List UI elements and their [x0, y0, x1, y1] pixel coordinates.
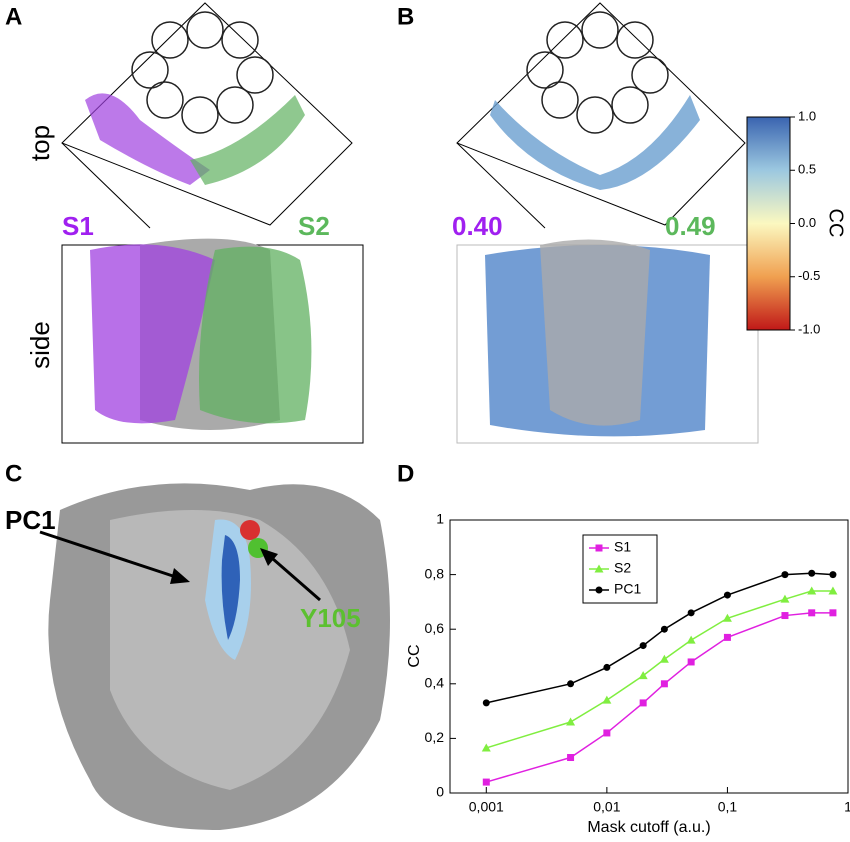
- marker: [660, 680, 668, 688]
- marker: [686, 635, 696, 644]
- frame-line: [456, 142, 546, 229]
- colorbar-tick-label: -0.5: [798, 268, 820, 283]
- s1-label: S1: [62, 211, 94, 241]
- marker: [722, 613, 732, 622]
- panel-d: D 0 0,2 0,4 0,6 0,8 1 0,001 0,01 0,1 1 Mask cutoff…: [397, 460, 850, 836]
- x-tick-label: 1: [844, 799, 850, 815]
- colorbar-title: CC: [825, 209, 847, 238]
- marker: [603, 663, 611, 671]
- arrowhead: [170, 568, 190, 584]
- line: [486, 612, 833, 783]
- y-tick-label: 1: [436, 511, 444, 527]
- residue-label: Y105: [300, 603, 361, 633]
- x-tick-label: 0,001: [469, 799, 504, 815]
- line: [486, 572, 833, 704]
- panel-label: C: [5, 460, 22, 487]
- line: [486, 590, 833, 749]
- marker: [660, 625, 668, 633]
- marker: [639, 642, 647, 650]
- s1-side: [90, 244, 215, 424]
- view-label: side: [25, 321, 55, 369]
- marker: [482, 778, 490, 786]
- panel-c: C PC1 Y105: [5, 460, 390, 830]
- legend-label: PC1: [614, 581, 641, 597]
- colorbar: [746, 116, 791, 331]
- colorbar-tick-label: -1.0: [798, 321, 820, 336]
- helices: [131, 11, 274, 134]
- marker: [828, 586, 838, 595]
- marker: [808, 569, 816, 577]
- legend-label: S1: [614, 539, 631, 555]
- y-tick-label: 0,8: [425, 565, 445, 581]
- pc1-label: PC1: [5, 505, 56, 535]
- atom: [240, 520, 260, 540]
- surface: [540, 239, 650, 426]
- marker: [481, 743, 491, 752]
- view-label: top: [25, 125, 55, 161]
- legend-label: S2: [614, 560, 631, 576]
- colorbar-ticks: 1.0 0.5 0.0 -0.5 -1.0: [790, 108, 820, 336]
- marker: [807, 586, 817, 595]
- marker: [723, 591, 731, 599]
- colorbar-tick-label: 0.5: [798, 162, 816, 177]
- marker: [829, 571, 837, 579]
- marker: [639, 699, 647, 707]
- y-tick-label: 0: [436, 784, 444, 800]
- marker: [659, 654, 669, 663]
- marker: [638, 671, 648, 680]
- arrowhead: [260, 548, 278, 566]
- frame-line: [61, 142, 151, 229]
- s2-cc: 0.49: [665, 211, 716, 241]
- panel-label: B: [397, 3, 414, 30]
- marker: [781, 571, 789, 579]
- marker: [781, 612, 789, 620]
- marker: [808, 609, 816, 617]
- y-tick-label: 0,2: [425, 729, 445, 745]
- colorbar-tick-label: 0.0: [798, 215, 816, 230]
- marker: [780, 594, 790, 603]
- s1-cc: 0.40: [452, 211, 503, 241]
- marker: [687, 658, 695, 666]
- marker: [602, 695, 612, 704]
- panel-label: A: [5, 3, 22, 30]
- panel-b: B 0.40 0.49 CC 1.0 0.5 0.0 -0.5 -1.0: [397, 2, 847, 444]
- y-axis-label: CC: [406, 644, 423, 667]
- marker: [723, 633, 731, 641]
- x-tick-label: 0,1: [718, 799, 738, 815]
- x-tick-label: 0,01: [593, 799, 620, 815]
- s2-side: [199, 246, 312, 424]
- legend-marker: [594, 564, 604, 573]
- s2-label: S2: [298, 211, 330, 241]
- s2-top: [190, 95, 305, 185]
- top-frame: [456, 2, 746, 226]
- colorbar-tick-label: 1.0: [798, 108, 816, 123]
- plot-frame: [449, 519, 849, 794]
- pc1-core: [221, 535, 240, 640]
- x-axis-label: Mask cutoff (a.u.): [587, 819, 710, 836]
- top-frame: [61, 2, 353, 226]
- marker: [829, 609, 837, 617]
- legend-marker: [595, 586, 603, 594]
- legend-marker: [595, 544, 603, 552]
- marker: [482, 699, 490, 707]
- s1-top: [85, 93, 210, 185]
- panel-label: D: [397, 460, 414, 487]
- marker: [567, 754, 575, 762]
- marker: [603, 729, 611, 737]
- y-tick-label: 0,6: [425, 620, 445, 636]
- marker: [687, 609, 695, 617]
- cc-top: [490, 95, 700, 190]
- helices: [526, 11, 669, 134]
- marker: [566, 717, 576, 726]
- panel-a: A top side S1 S2: [5, 2, 364, 444]
- y-tick-label: 0,4: [425, 675, 445, 691]
- marker: [567, 680, 575, 688]
- arrow: [39, 530, 186, 582]
- arrow: [264, 550, 321, 602]
